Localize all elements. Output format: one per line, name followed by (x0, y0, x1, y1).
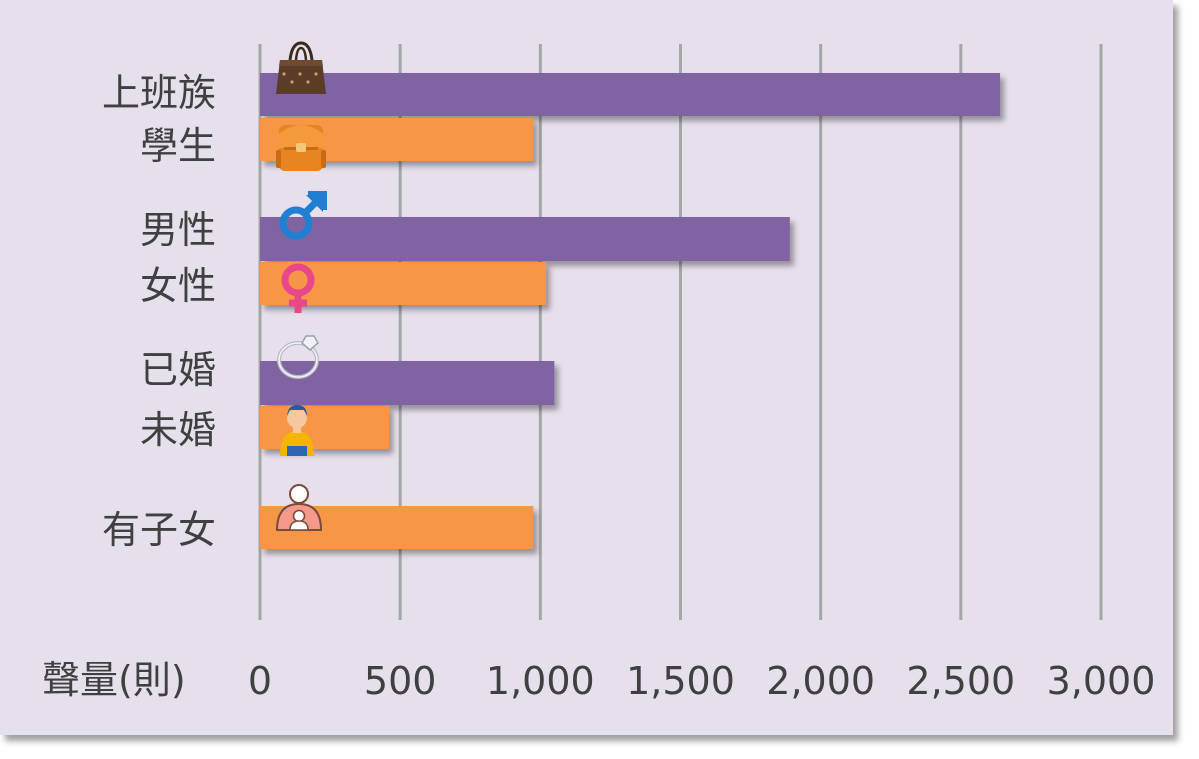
bar-icons (275, 41, 327, 531)
category-label: 女性 (140, 264, 216, 308)
x-tick-label: 0 (248, 659, 272, 703)
ring-icon (277, 335, 319, 379)
x-tick-label: 2,500 (906, 659, 1015, 703)
x-tick-label: 1,500 (626, 659, 735, 703)
category-label: 已婚 (140, 348, 216, 392)
chart-card (0, 0, 1173, 735)
bar (260, 73, 1001, 116)
category-label: 有子女 (102, 508, 216, 552)
bar (260, 361, 555, 405)
parent-child-icon (275, 484, 323, 531)
school-backpack-icon (276, 125, 326, 171)
female-symbol-icon (281, 263, 315, 313)
bar (260, 406, 389, 449)
male-symbol-icon (279, 191, 327, 240)
category-label: 上班族 (102, 71, 216, 115)
handbag-icon (276, 41, 326, 94)
category-label: 男性 (140, 208, 216, 252)
x-tick-labels: 0 500 1,000 1,500 2,000 2,500 3,000 (248, 659, 1155, 703)
x-tick-label: 500 (364, 659, 437, 703)
x-tick-label: 2,000 (766, 659, 875, 703)
x-tick-label: 3,000 (1047, 659, 1156, 703)
x-axis-title: 聲量(則) (42, 658, 186, 702)
x-tick-label: 1,000 (486, 659, 595, 703)
category-label: 學生 (140, 124, 216, 168)
bars (260, 73, 1001, 549)
category-label: 未婚 (140, 408, 216, 452)
bar (260, 217, 790, 261)
single-person-icon (280, 405, 314, 456)
